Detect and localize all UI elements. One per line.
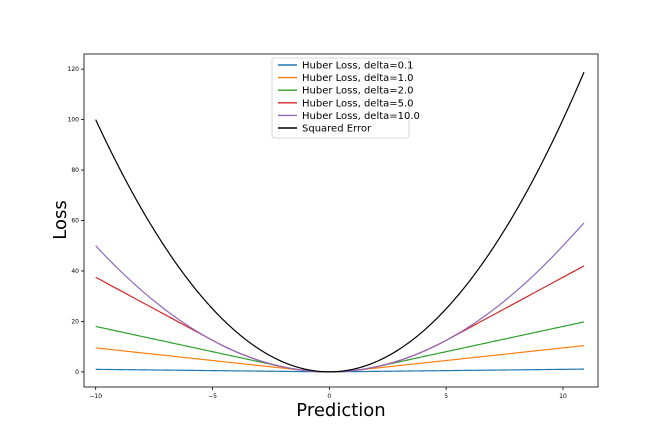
y-axis-title: Loss [50, 200, 71, 239]
series-line-huber-1 [95, 345, 585, 373]
x-axis-title: Prediction [296, 400, 385, 421]
x-axis-ticks: −10 −5 0 5 10 [89, 387, 567, 400]
x-tick-label: 5 [444, 393, 448, 400]
series-layer [95, 71, 585, 373]
series-line-huber-10 [95, 222, 585, 373]
y-tick-label: 0 [75, 369, 79, 376]
y-tick-label: 20 [71, 318, 79, 325]
legend-label: Huber Loss, delta=1.0 [302, 73, 414, 84]
legend-label: Huber Loss, delta=10.0 [302, 111, 420, 122]
series-line-squared-error [95, 71, 585, 373]
y-tick-label: 40 [71, 268, 79, 275]
legend-label: Squared Error [302, 124, 372, 135]
legend-label: Huber Loss, delta=0.1 [302, 61, 414, 72]
x-tick-label: −10 [89, 393, 102, 400]
y-tick-label: 60 [71, 218, 79, 225]
series-line-huber-2 [95, 321, 585, 373]
y-tick-label: 80 [71, 167, 79, 174]
x-tick-label: 0 [327, 393, 331, 400]
legend-label: Huber Loss, delta=5.0 [302, 98, 414, 109]
x-tick-label: 10 [559, 393, 567, 400]
legend-box [271, 57, 410, 139]
y-axis-ticks: 0 20 40 60 80 100 120 [68, 66, 84, 376]
x-tick-label: −5 [208, 393, 217, 400]
y-tick-label: 100 [68, 117, 80, 124]
legend-label: Huber Loss, delta=2.0 [302, 86, 414, 97]
y-tick-label: 120 [68, 66, 80, 73]
